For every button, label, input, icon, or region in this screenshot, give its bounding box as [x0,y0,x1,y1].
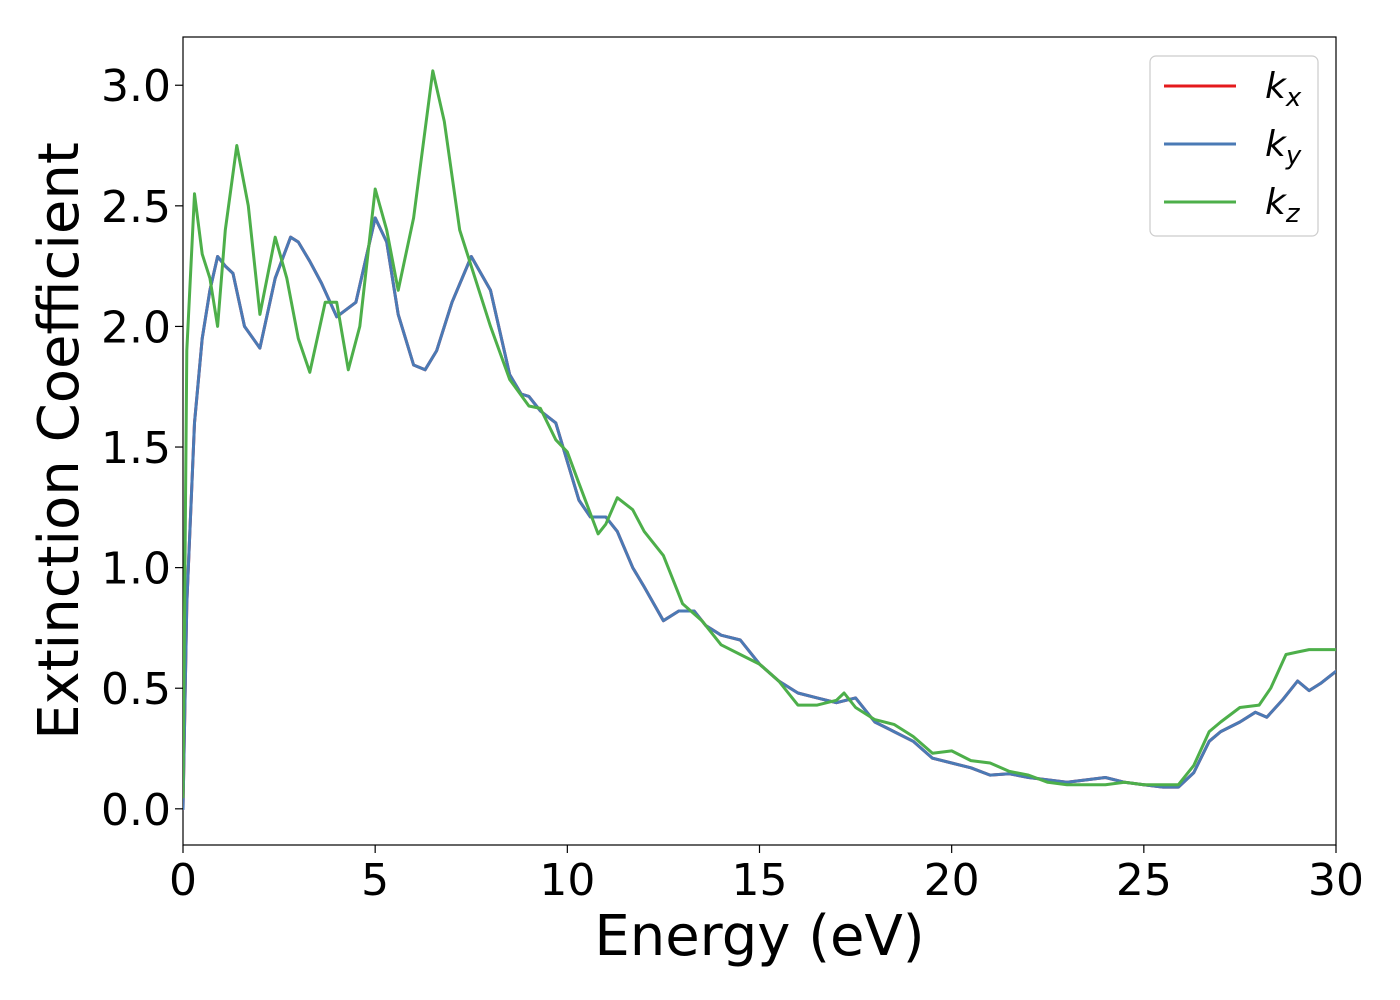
x-axis-title: Energy (eV) [594,904,924,969]
x-axis-ticks: 0 5 10 15 20 25 30 [169,845,1364,906]
y-tick-label: 0.0 [101,785,171,836]
y-axis-ticks: 0.0 0.5 1.0 1.5 2.0 2.5 3.0 [101,61,183,836]
y-tick-label: 1.0 [101,544,171,595]
x-tick-label: 20 [924,855,980,906]
y-tick-label: 2.5 [101,182,171,233]
y-tick-label: 2.0 [101,302,171,353]
x-tick-label: 5 [361,855,389,906]
legend-label-z: kz [1265,182,1301,229]
series-line-z [183,69,1336,799]
x-tick-label: 15 [732,855,788,906]
y-tick-label: 0.5 [101,664,171,715]
legend-box [1149,55,1319,237]
y-tick-label: 3.0 [101,61,171,112]
x-tick-label: 25 [1116,855,1172,906]
legend-label-y: ky [1265,124,1302,171]
legend-label-x: kx [1265,66,1302,113]
x-tick-label: 30 [1308,855,1364,906]
x-tick-label: 0 [169,855,197,906]
legend: kx ky kz [1149,55,1319,237]
series-layer [183,69,1336,811]
y-axis-title: Extinction Coefficient [27,142,92,740]
y-tick-label: 1.5 [101,423,171,474]
x-tick-label: 10 [539,855,595,906]
